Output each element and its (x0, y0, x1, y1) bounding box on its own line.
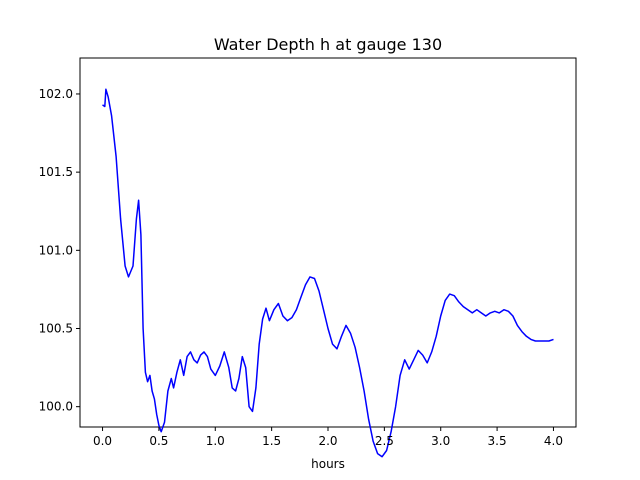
x-tick-label: 2.0 (318, 434, 337, 448)
x-tick-label: 3.5 (488, 434, 507, 448)
plot-area (79, 57, 577, 458)
x-tick-label: 4.0 (544, 434, 563, 448)
x-tick-label: 0.5 (149, 434, 168, 448)
x-axis: 0.0 0.5 1.0 1.5 2.0 2.5 3.0 3.5 4.0 (93, 427, 563, 448)
x-tick-label: 3.0 (431, 434, 450, 448)
y-tick-label: 100.0 (39, 400, 73, 414)
chart-title: Water Depth h at gauge 130 (214, 35, 442, 54)
x-tick-label: 1.5 (262, 434, 281, 448)
x-tick-label: 0.0 (93, 434, 112, 448)
y-axis: 100.0 100.5 101.0 101.5 102.0 (39, 87, 80, 414)
x-tick-label: 1.0 (206, 434, 225, 448)
y-tick-label: 100.5 (39, 321, 73, 335)
water-depth-line (102, 88, 554, 458)
plot-frame (79, 57, 577, 428)
y-tick-label: 101.0 (39, 243, 73, 257)
x-tick-label: 2.5 (375, 434, 394, 448)
y-tick-label: 101.5 (39, 165, 73, 179)
y-tick-label: 102.0 (39, 87, 73, 101)
x-axis-label: hours (311, 457, 345, 471)
series-layer (102, 88, 554, 458)
